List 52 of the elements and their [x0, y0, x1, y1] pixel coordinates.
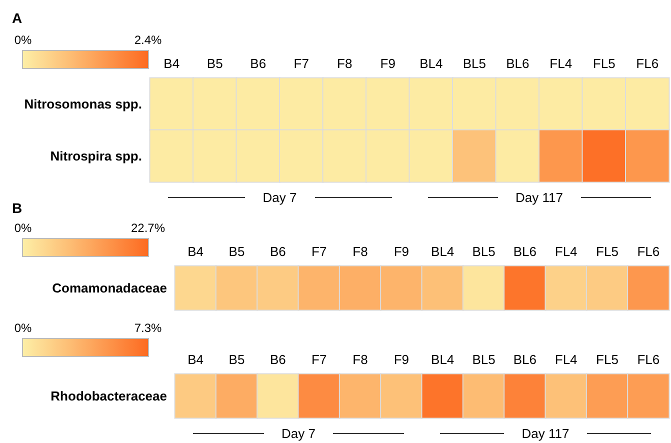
- x-tick-label: BL5: [462, 56, 486, 71]
- x-tick-label: FL4: [554, 352, 578, 367]
- x-tick-label: B6: [270, 352, 286, 367]
- x-tick-label: FL6: [637, 244, 660, 259]
- x-tick-label: FL6: [637, 352, 660, 367]
- color-bar-label: 2.4%: [134, 33, 162, 47]
- x-tick-label: F8: [337, 56, 352, 71]
- x-tick-label: B6: [270, 244, 286, 259]
- color-bar-label: 0%: [14, 321, 32, 335]
- x-tick-label: F9: [394, 244, 410, 259]
- color-bar-label: 22.7%: [130, 221, 166, 235]
- color-bar-label: 0%: [14, 221, 32, 235]
- text: A: [12, 10, 22, 26]
- x-tick-label: FL4: [550, 56, 572, 71]
- x-tick-label: FL4: [554, 244, 578, 259]
- x-tick-label: F9: [394, 352, 410, 367]
- x-tick-label: B4: [188, 352, 204, 367]
- y-tick-label: Nitrospira spp.: [50, 148, 142, 164]
- x-tick-label: F8: [352, 244, 368, 259]
- x-tick-label: F7: [294, 56, 309, 71]
- x-tick-label: BL5: [472, 352, 496, 367]
- x-tick-label: F9: [380, 56, 396, 71]
- x-tick-label: B5: [228, 352, 245, 367]
- x-tick-label: FL5: [592, 56, 616, 71]
- x-tick-label: F7: [311, 352, 327, 367]
- x-tick-label: B4: [188, 244, 204, 259]
- x-tick-label: BL4: [431, 244, 454, 259]
- x-tick-label: BL6: [506, 56, 530, 71]
- x-tick-label: F7: [311, 244, 327, 259]
- y-tick-label: Rhodobacteraceae: [50, 388, 167, 404]
- annotation: Day 117: [522, 426, 570, 441]
- y-tick-label: Comamonadaceae: [52, 280, 167, 296]
- x-tick-label: BL6: [513, 352, 536, 367]
- x-tick-label: B4: [164, 56, 180, 71]
- x-tick-label: B6: [250, 56, 266, 71]
- x-tick-label: FL5: [596, 244, 618, 259]
- color-bar-label: 7.3%: [134, 321, 162, 335]
- x-tick-label: BL6: [513, 244, 536, 259]
- x-tick-label: BL4: [420, 56, 443, 71]
- text: B: [12, 200, 22, 216]
- x-tick-label: BL5: [472, 244, 496, 259]
- x-tick-label: FL5: [596, 352, 618, 367]
- text: Day 117: [516, 190, 563, 205]
- color-bar-label: 0%: [14, 33, 32, 47]
- x-tick-label: BL4: [431, 352, 454, 367]
- x-tick-label: F8: [352, 352, 368, 367]
- annotation: Day 7: [282, 426, 316, 441]
- x-tick-label: B5: [206, 56, 223, 71]
- x-tick-label: B5: [228, 244, 245, 259]
- text: Day 7: [262, 190, 297, 205]
- y-tick-label: Nitrosomonas spp.: [24, 96, 142, 112]
- x-tick-label: FL6: [636, 56, 659, 71]
